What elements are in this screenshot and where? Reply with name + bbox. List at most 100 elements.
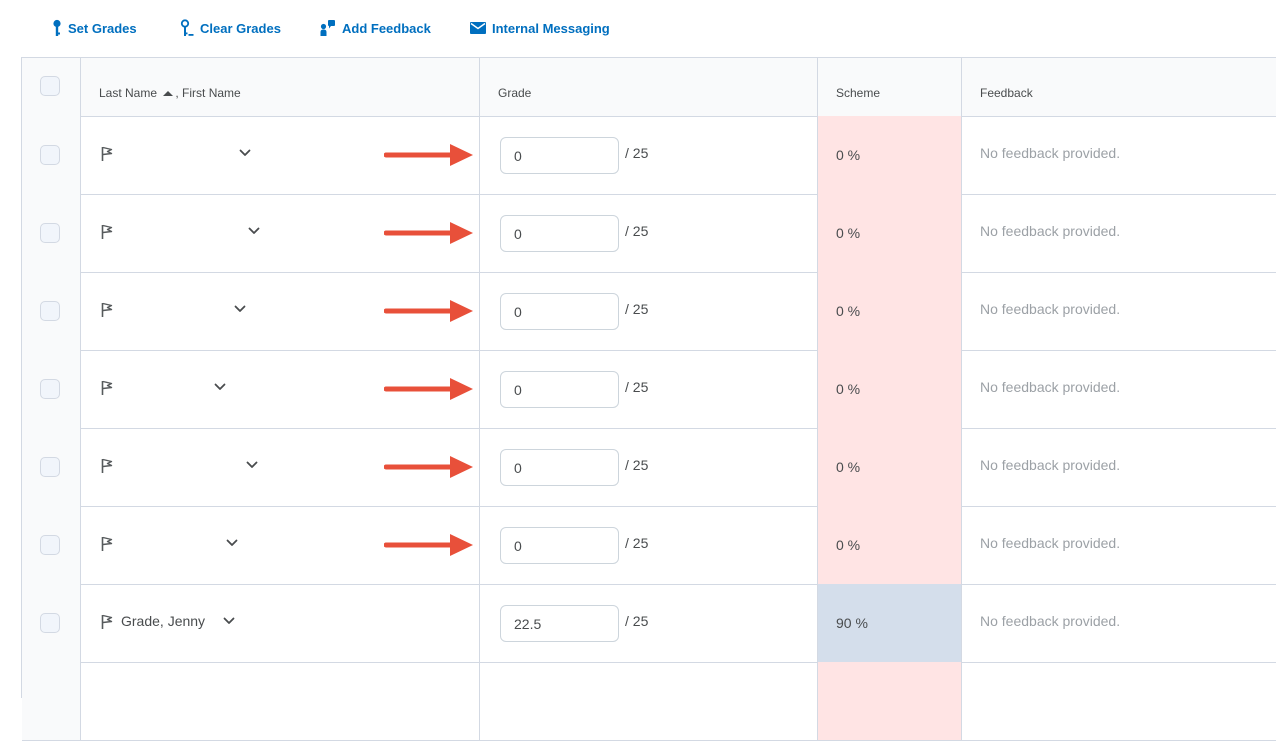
row-checkbox-cell: [22, 350, 81, 428]
grade-out-of: / 25: [625, 223, 649, 239]
row-checkbox[interactable]: [40, 301, 60, 321]
chevron-down-icon[interactable]: [246, 461, 258, 469]
annotation-arrow-icon: [384, 144, 473, 166]
flag-icon[interactable]: [101, 302, 113, 318]
annotation-arrow-icon: [384, 534, 473, 556]
feedback-text: No feedback provided.: [980, 535, 1121, 551]
scheme-cell: 0 %: [818, 194, 962, 272]
flag-icon[interactable]: [101, 536, 113, 552]
scheme-cell: 0 %: [818, 350, 962, 428]
scheme-value: 0 %: [836, 225, 861, 241]
annotation-arrow-icon: [384, 300, 473, 322]
header-scheme: Scheme: [836, 86, 881, 100]
clear-grades-icon: [180, 19, 194, 36]
grade-cell: / 25: [480, 428, 818, 506]
internal-messaging-button[interactable]: Internal Messaging: [470, 18, 610, 38]
row-checkbox-cell: [22, 116, 81, 194]
add-feedback-button[interactable]: Add Feedback: [320, 18, 431, 38]
sort-ascending-icon: [163, 91, 174, 96]
annotation-arrow-icon: [384, 456, 473, 478]
student-name[interactable]: Grade, Jenny: [121, 613, 206, 629]
row-checkbox-cell: [22, 584, 81, 662]
grade-cell: / 25: [480, 584, 818, 662]
header-checkbox-cell: [22, 58, 81, 116]
grade-cell: / 25: [480, 116, 818, 194]
table-row: [22, 662, 1276, 741]
feedback-cell: No feedback provided.: [962, 584, 1276, 662]
student-name-cell: [81, 194, 480, 272]
grade-input[interactable]: [500, 449, 619, 486]
chevron-down-icon[interactable]: [223, 617, 235, 625]
sort-by-first-name-link[interactable]: , First Name: [175, 86, 241, 100]
chevron-down-icon[interactable]: [214, 383, 226, 391]
row-checkbox[interactable]: [40, 535, 60, 555]
scheme-cell: 0 %: [818, 272, 962, 350]
feedback-cell: No feedback provided.: [962, 116, 1276, 194]
header-grade: Grade: [498, 86, 532, 100]
grade-cell: / 25: [480, 350, 818, 428]
chevron-down-icon[interactable]: [226, 539, 238, 547]
chevron-down-icon[interactable]: [239, 149, 251, 157]
row-checkbox[interactable]: [40, 613, 60, 633]
add-feedback-icon: [320, 20, 335, 36]
row-checkbox[interactable]: [40, 223, 60, 243]
flag-icon[interactable]: [101, 614, 113, 630]
table-row: / 25 0 % No feedback provided.: [22, 194, 1276, 273]
grade-out-of: / 25: [625, 613, 649, 629]
scheme-value: 0 %: [836, 147, 861, 163]
table-row: / 25 0 % No feedback provided.: [22, 428, 1276, 507]
feedback-text: No feedback provided.: [980, 379, 1121, 395]
flag-icon[interactable]: [101, 380, 113, 396]
grade-cell: [480, 662, 818, 740]
grade-input[interactable]: [500, 215, 619, 252]
set-grades-label: Set Grades: [68, 20, 137, 36]
grade-input[interactable]: [500, 293, 619, 330]
feedback-cell: No feedback provided.: [962, 506, 1276, 584]
grade-input[interactable]: [500, 371, 619, 408]
grade-input[interactable]: [500, 527, 619, 564]
table-header-row: Last Name , First Name Grade Scheme Feed…: [22, 58, 1276, 117]
set-grades-icon: [53, 19, 61, 36]
grade-out-of: / 25: [625, 457, 649, 473]
header-name-cell: Last Name , First Name: [81, 58, 480, 116]
grade-cell: / 25: [480, 506, 818, 584]
sort-by-last-name-link[interactable]: Last Name: [99, 86, 158, 100]
flag-icon[interactable]: [101, 458, 113, 474]
annotation-arrow-icon: [384, 378, 473, 400]
flag-icon[interactable]: [101, 224, 113, 240]
row-checkbox[interactable]: [40, 457, 60, 477]
row-checkbox[interactable]: [40, 145, 60, 165]
flag-icon[interactable]: [101, 146, 113, 162]
scheme-value: 0 %: [836, 537, 861, 553]
chevron-down-icon[interactable]: [234, 305, 246, 313]
row-checkbox-cell: [22, 428, 81, 506]
feedback-cell: No feedback provided.: [962, 194, 1276, 272]
feedback-text: No feedback provided.: [980, 145, 1121, 161]
student-name-cell: [81, 662, 480, 740]
table-row: / 25 0 % No feedback provided.: [22, 350, 1276, 429]
internal-messaging-label: Internal Messaging: [492, 20, 610, 36]
row-checkbox[interactable]: [40, 379, 60, 399]
student-name-cell: [81, 350, 480, 428]
header-feedback: Feedback: [980, 86, 1033, 100]
clear-grades-button[interactable]: Clear Grades: [180, 18, 281, 38]
feedback-cell: [962, 662, 1276, 740]
student-name-cell: Grade, Jenny: [81, 584, 480, 662]
header-grade-cell: Grade: [480, 58, 818, 116]
grade-input[interactable]: [500, 605, 619, 642]
feedback-text: No feedback provided.: [980, 301, 1121, 317]
scheme-cell: 0 %: [818, 506, 962, 584]
student-name-cell: [81, 272, 480, 350]
set-grades-button[interactable]: Set Grades: [52, 18, 137, 38]
grade-out-of: / 25: [625, 301, 649, 317]
table-row: / 25 0 % No feedback provided.: [22, 116, 1276, 195]
scheme-cell: [818, 662, 962, 740]
scheme-cell: 90 %: [818, 584, 962, 662]
select-all-checkbox[interactable]: [40, 76, 60, 96]
chevron-down-icon[interactable]: [248, 227, 260, 235]
scheme-cell: 0 %: [818, 428, 962, 506]
grade-input[interactable]: [500, 137, 619, 174]
action-toolbar: Set Grades Clear Grades Add Feedback Int…: [0, 0, 1276, 56]
clear-grades-label: Clear Grades: [200, 20, 281, 36]
table-row: / 25 0 % No feedback provided.: [22, 272, 1276, 351]
